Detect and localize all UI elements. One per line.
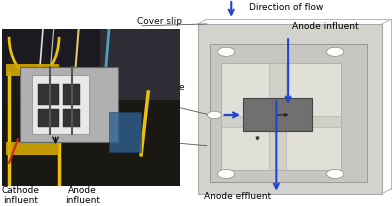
Bar [2, 30, 98, 100]
Bar [32, 75, 89, 135]
Bar [20, 67, 118, 143]
Bar [198, 25, 382, 194]
Bar [221, 116, 341, 128]
Text: Direction of flow: Direction of flow [249, 3, 323, 12]
Bar [5, 64, 59, 77]
Text: Graphite anode
500 μm from
coverslip: Graphite anode 500 μm from coverslip [114, 82, 184, 112]
Text: Proton
permeable
membrane: Proton permeable membrane [114, 128, 163, 157]
Circle shape [218, 170, 235, 179]
Bar [38, 85, 59, 105]
Bar [38, 110, 59, 127]
Text: Anode influent: Anode influent [292, 22, 359, 31]
Bar [63, 85, 80, 105]
Text: Anode effluent: Anode effluent [203, 191, 271, 200]
Circle shape [327, 48, 344, 57]
Bar [5, 143, 59, 155]
Bar [210, 44, 367, 182]
Circle shape [218, 48, 235, 57]
Text: Cover slip: Cover slip [137, 16, 182, 25]
Text: Cathode
influent: Cathode influent [2, 185, 40, 204]
Text: Anode
influent: Anode influent [65, 185, 100, 204]
Bar [243, 99, 312, 132]
Bar [63, 110, 80, 127]
Bar [2, 102, 180, 186]
Bar [109, 113, 141, 152]
Circle shape [207, 112, 221, 119]
Bar [100, 30, 180, 100]
Bar [269, 64, 286, 170]
Circle shape [327, 170, 344, 179]
Bar [221, 64, 341, 170]
